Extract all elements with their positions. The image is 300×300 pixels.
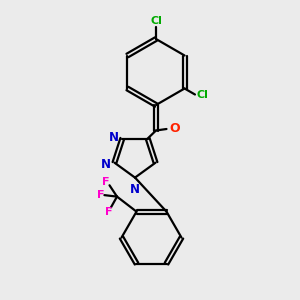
Text: Cl: Cl xyxy=(196,89,208,100)
Text: N: N xyxy=(101,158,111,171)
Text: F: F xyxy=(102,177,110,187)
Text: O: O xyxy=(169,122,180,136)
Text: N: N xyxy=(109,130,119,143)
Text: F: F xyxy=(97,190,105,200)
Text: F: F xyxy=(105,206,112,217)
Text: Cl: Cl xyxy=(150,16,162,26)
Text: N: N xyxy=(130,183,140,196)
